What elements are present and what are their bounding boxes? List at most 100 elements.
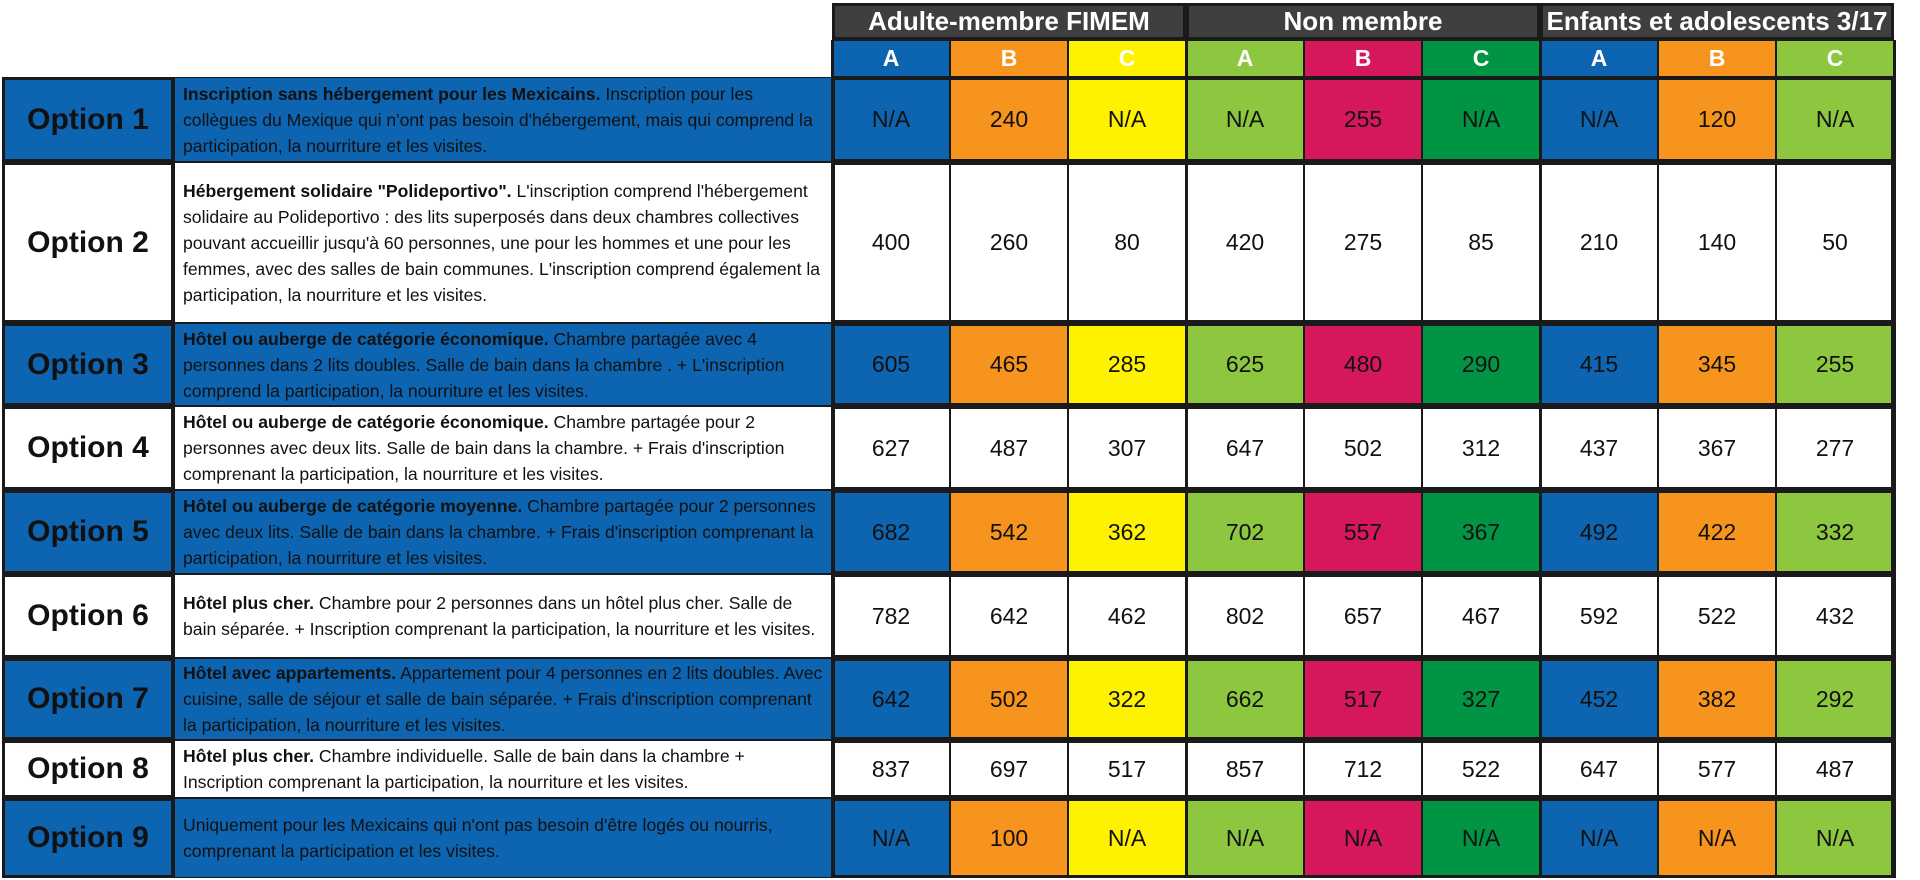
option-label: Option 6 — [2, 574, 174, 658]
description-title: Hébergement solidaire "Polideportivo". — [183, 180, 512, 201]
price-cell: 292 — [1776, 658, 1894, 740]
sub-header: B — [1304, 40, 1422, 77]
sub-header: B — [950, 40, 1068, 77]
price-cell: N/A — [1304, 798, 1422, 878]
option-description: Inscription sans hébergement pour les Me… — [174, 77, 832, 162]
price-cell: 432 — [1776, 574, 1894, 658]
price-cell: N/A — [1068, 77, 1186, 162]
option-label: Option 5 — [2, 490, 174, 574]
price-cell: 85 — [1422, 162, 1540, 323]
price-cell: 285 — [1068, 323, 1186, 406]
sub-header: C — [1068, 40, 1186, 77]
option-description: Hôtel avec appartements. Appartement pou… — [174, 658, 832, 740]
price-cell: 782 — [832, 574, 950, 658]
price-cell: N/A — [832, 798, 950, 878]
price-cell: N/A — [1776, 798, 1894, 878]
price-cell: 462 — [1068, 574, 1186, 658]
price-cell: 517 — [1068, 740, 1186, 798]
price-cell: 605 — [832, 323, 950, 406]
price-cell: 240 — [950, 77, 1068, 162]
description-body: Inscription pour les collègues du Mexiqu… — [183, 83, 813, 156]
price-cell: 210 — [1540, 162, 1658, 323]
price-cell: 467 — [1422, 574, 1540, 658]
price-cell: 592 — [1540, 574, 1658, 658]
sub-header: A — [1540, 40, 1658, 77]
group-header: Non membre — [1186, 3, 1540, 40]
option-label: Option 9 — [2, 798, 174, 878]
price-cell: 647 — [1540, 740, 1658, 798]
price-cell: 492 — [1540, 490, 1658, 574]
price-cell: 682 — [832, 490, 950, 574]
price-cell: 577 — [1658, 740, 1776, 798]
description-body: Uniquement pour les Mexicains qui n'ont … — [183, 815, 773, 861]
description-title: Hôtel plus cher. — [183, 746, 315, 766]
price-cell: 415 — [1540, 323, 1658, 406]
description-title: Inscription sans hébergement pour les Me… — [183, 83, 601, 104]
price-cell: N/A — [1658, 798, 1776, 878]
price-cell: 255 — [1304, 77, 1422, 162]
price-cell: 487 — [1776, 740, 1894, 798]
price-cell: 542 — [950, 490, 1068, 574]
description-body: Chambre pour 2 personnes dans un hôtel p… — [183, 593, 816, 639]
description-title: Hôtel avec appartements. — [183, 663, 397, 683]
description-text: Hôtel plus cher. Chambre pour 2 personne… — [183, 590, 825, 642]
price-cell: 290 — [1422, 323, 1540, 406]
price-cell: 702 — [1186, 490, 1304, 574]
option-description: Hôtel ou auberge de catégorie économique… — [174, 406, 832, 490]
option-description: Hôtel ou auberge de catégorie économique… — [174, 323, 832, 406]
price-cell: N/A — [1540, 798, 1658, 878]
price-cell: 277 — [1776, 406, 1894, 490]
description-title: Hôtel ou auberge de catégorie économique… — [183, 328, 549, 349]
price-cell: N/A — [1186, 798, 1304, 878]
price-cell: 382 — [1658, 658, 1776, 740]
price-cell: 480 — [1304, 323, 1422, 406]
price-cell: N/A — [1422, 798, 1540, 878]
price-cell: 400 — [832, 162, 950, 323]
group-separator — [1892, 40, 1896, 878]
description-body: L'inscription comprend l'hébergement sol… — [183, 180, 821, 305]
price-cell: 697 — [950, 740, 1068, 798]
description-text: Hôtel plus cher. Chambre individuelle. S… — [183, 743, 825, 795]
price-cell: 345 — [1658, 323, 1776, 406]
price-cell: 437 — [1540, 406, 1658, 490]
description-text: Hébergement solidaire "Polideportivo". L… — [183, 178, 825, 308]
price-cell: 140 — [1658, 162, 1776, 323]
description-body: Chambre partagée avec 4 personnes dans 2… — [183, 328, 785, 401]
price-cell: 625 — [1186, 323, 1304, 406]
price-cell: 802 — [1186, 574, 1304, 658]
price-cell: 465 — [950, 323, 1068, 406]
option-label: Option 2 — [2, 162, 174, 323]
price-cell: 312 — [1422, 406, 1540, 490]
description-text: Inscription sans hébergement pour les Me… — [183, 81, 825, 159]
price-cell: 332 — [1776, 490, 1894, 574]
price-cell: N/A — [1776, 77, 1894, 162]
price-cell: 452 — [1540, 658, 1658, 740]
price-cell: N/A — [832, 77, 950, 162]
price-cell: 502 — [950, 658, 1068, 740]
description-body: Chambre individuelle. Salle de bain dans… — [183, 746, 745, 792]
price-cell: 642 — [950, 574, 1068, 658]
price-cell: 712 — [1304, 740, 1422, 798]
sub-header: B — [1658, 40, 1776, 77]
group-separator — [1184, 40, 1188, 878]
price-cell: 837 — [832, 740, 950, 798]
price-cell: 255 — [1776, 323, 1894, 406]
price-cell: 420 — [1186, 162, 1304, 323]
price-cell: 260 — [950, 162, 1068, 323]
description-text: Uniquement pour les Mexicains qui n'ont … — [183, 812, 825, 864]
price-cell: 100 — [950, 798, 1068, 878]
option-label: Option 7 — [2, 658, 174, 740]
price-cell: N/A — [1068, 798, 1186, 878]
price-cell: 275 — [1304, 162, 1422, 323]
price-cell: 327 — [1422, 658, 1540, 740]
price-cell: 487 — [950, 406, 1068, 490]
price-cell: 367 — [1658, 406, 1776, 490]
group-header: Enfants et adolescents 3/17 — [1540, 3, 1894, 40]
price-cell: 367 — [1422, 490, 1540, 574]
option-description: Hôtel ou auberge de catégorie moyenne. C… — [174, 490, 832, 574]
group-header: Adulte-membre FIMEM — [832, 3, 1186, 40]
price-cell: 322 — [1068, 658, 1186, 740]
option-label: Option 1 — [2, 77, 174, 162]
price-cell: 422 — [1658, 490, 1776, 574]
option-description: Uniquement pour les Mexicains qui n'ont … — [174, 798, 832, 878]
